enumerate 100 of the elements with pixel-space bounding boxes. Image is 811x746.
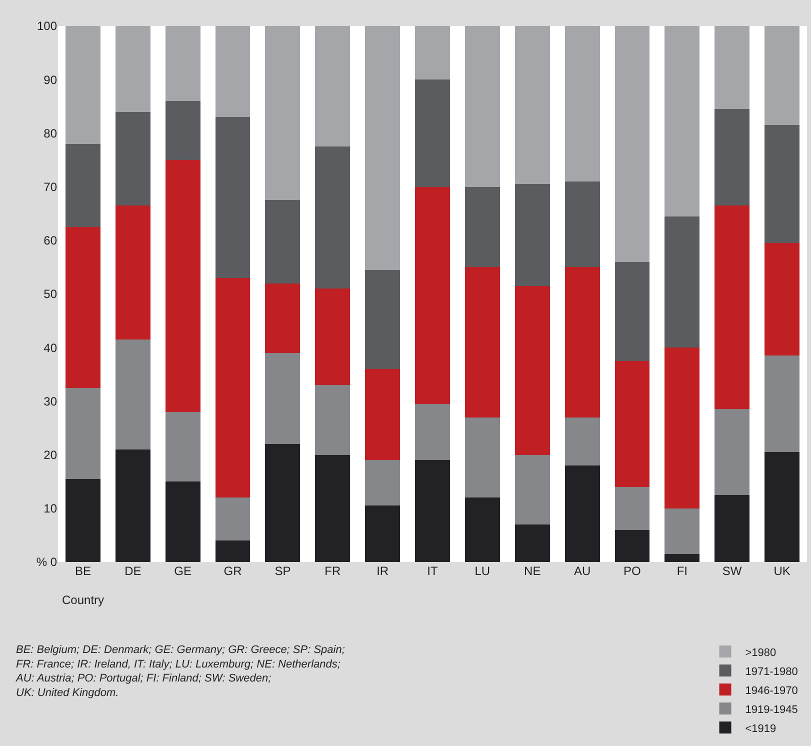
bar: [215, 26, 250, 118]
legend-label: 1971-1980: [745, 666, 798, 678]
bar: [464, 498, 500, 562]
bar: [115, 26, 150, 112]
x-tick-label: FR: [324, 564, 341, 578]
bar: [365, 26, 400, 270]
x-tick-label: NE: [524, 564, 541, 578]
bar: [514, 524, 550, 562]
bar: [315, 288, 350, 386]
bar: [365, 506, 400, 562]
bar: [514, 454, 550, 524]
bar: [65, 26, 100, 144]
bar: [614, 262, 650, 361]
bar: [365, 369, 400, 460]
bar: [365, 270, 400, 370]
bar: [464, 417, 500, 498]
x-tick-label: BE: [74, 564, 91, 578]
bar: [315, 26, 350, 147]
x-tick-label: LU: [474, 564, 490, 578]
bar: [415, 460, 450, 562]
x-tick-label: FI: [676, 564, 688, 578]
bar: [564, 26, 600, 182]
bar: [415, 80, 450, 187]
bar: [165, 412, 200, 482]
y-tick-label: 10: [44, 502, 58, 516]
bar: [664, 216, 700, 348]
text: BE: Belgium; DE: Denmark; GE: Germany; GR: Greece; SP: Spain; FR: France; IR: Ireland, IT: Italy; LU: Luxemburg; NE: Netherlands; AU: Austria; PO: Portugal; FI: Finland; SW: Sweden; UK: United Kingdom.: [15, 644, 345, 699]
bar: [265, 200, 300, 284]
bar: [614, 26, 650, 262]
bar: [564, 181, 600, 268]
bar: [265, 444, 300, 562]
bar: [664, 508, 700, 554]
legend-label: 1919-1945: [745, 704, 798, 716]
bar: [365, 460, 400, 506]
x-tick-label: GR: [224, 564, 242, 578]
bar: [415, 186, 450, 404]
x-axis-title: Country: [62, 593, 104, 607]
bar: [215, 278, 250, 498]
bar: [564, 466, 600, 562]
x-tick-label: IR: [376, 564, 389, 578]
y-tick-label: 60: [44, 234, 58, 248]
bar: [764, 243, 800, 356]
bar: [714, 409, 750, 495]
bar: [415, 404, 450, 460]
y-tick-label: 40: [44, 340, 58, 355]
bar: [464, 26, 500, 187]
bar: [65, 227, 100, 388]
bar: [714, 206, 750, 410]
bar: [464, 186, 500, 268]
y-tick-label: 100: [36, 19, 58, 34]
bar: [215, 498, 250, 541]
bar: [764, 26, 800, 126]
bar: [165, 160, 200, 412]
x-tick-label: DE: [124, 564, 142, 578]
bar: [265, 26, 300, 200]
x-tick-label: UK: [774, 564, 790, 578]
legend-label: >1980: [745, 646, 776, 659]
x-tick-label: AU: [574, 564, 591, 578]
x-tick-label: SW: [722, 564, 742, 578]
y-tick-label: % 0: [36, 555, 58, 570]
y-tick-label: 70: [44, 180, 58, 194]
bar: [614, 530, 650, 562]
bar: [514, 286, 550, 455]
bar: [315, 454, 350, 562]
bar: [514, 26, 550, 184]
bar: [664, 26, 700, 216]
bar: [215, 540, 250, 562]
bar: [614, 361, 650, 487]
bar: [415, 26, 450, 80]
x-tick-label: PO: [624, 564, 641, 578]
y-tick-label: 50: [44, 287, 58, 302]
bar: [614, 486, 650, 530]
bar: [764, 452, 800, 562]
bar: [714, 26, 750, 110]
bar: [265, 283, 300, 353]
bar: [315, 385, 350, 455]
bar: [714, 109, 750, 206]
bar: [265, 352, 300, 444]
bar: [165, 101, 200, 160]
x-tick-label: SP: [274, 564, 291, 578]
bar: [564, 417, 600, 466]
bar: [115, 206, 150, 340]
bar: [65, 144, 100, 227]
bar: [764, 125, 800, 244]
bar: [65, 388, 100, 479]
bar: [115, 449, 150, 562]
bar: [215, 117, 250, 278]
x-tick-label: IT: [427, 564, 438, 578]
bar: [664, 348, 700, 508]
y-tick-label: 30: [44, 394, 58, 408]
bar: [764, 356, 800, 452]
legend-label: <1919: [745, 722, 776, 735]
bar: [115, 340, 150, 450]
bar: [714, 495, 750, 562]
bar: [165, 482, 200, 562]
x-tick-label: GE: [174, 564, 192, 578]
bar: [315, 146, 350, 289]
y-tick-label: 20: [44, 448, 58, 462]
bar: [514, 184, 550, 286]
y-tick-label: 90: [44, 72, 58, 87]
